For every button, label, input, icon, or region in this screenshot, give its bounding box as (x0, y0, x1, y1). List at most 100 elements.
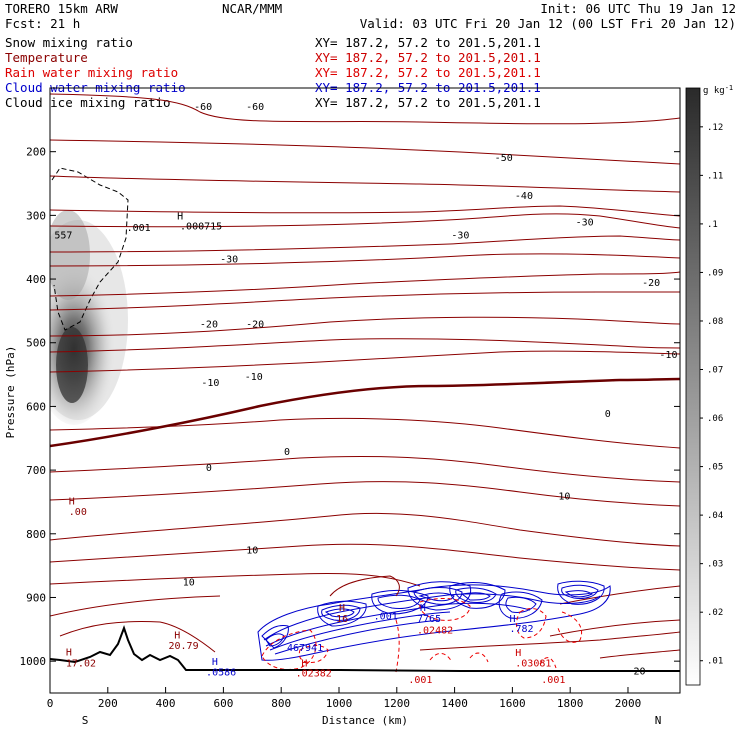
y-axis-label: Pressure (hPa) (4, 346, 17, 439)
colorbar-tick-label: .03 (707, 560, 723, 570)
snow-shading-core (56, 327, 88, 403)
field-extremum-label: H (69, 497, 75, 508)
x-tick-label: 1800 (557, 697, 584, 710)
legend: Snow mixing ratio XY= 187.2, 57.2 to 201… (5, 35, 541, 110)
x-tick-label: 1000 (326, 697, 353, 710)
red-contour-lobe (329, 575, 400, 597)
field-extremum-label: H (420, 603, 426, 614)
field-extremum-label: H (301, 658, 307, 669)
temperature-contour-label: -10 (201, 378, 219, 389)
temperature-contour-label: 0 (605, 409, 611, 420)
temperature-contour-label: -10 (659, 350, 677, 361)
field-extremum-label: 467941 (287, 643, 323, 654)
colorbar-tick-label: .06 (707, 414, 723, 424)
colorbar-tick-label: .08 (707, 317, 723, 327)
colorbar-tick-label: .11 (707, 171, 723, 181)
y-tick-label: 200 (26, 146, 46, 159)
init-time: Init: 06 UTC Thu 19 Jan 12 (540, 1, 736, 16)
colorbar-tick-label: .07 (707, 366, 723, 376)
temperature-contour-label: -10 (245, 372, 263, 383)
legend-xy-cloud-ice: XY= 187.2, 57.2 to 201.5,201.1 (315, 95, 541, 110)
colorbar-unit: g kg-1 (703, 84, 733, 96)
y-tick-label: 400 (26, 273, 46, 286)
y-tick-label: 900 (26, 591, 46, 604)
field-extremum-label: H (212, 657, 218, 668)
temperature-contour-label: -30 (576, 218, 594, 229)
field-extremum-label: .000715 (180, 222, 222, 233)
field-extremum-label: H (177, 211, 183, 222)
valid-time: Valid: 03 UTC Fri 20 Jan 12 (00 LST Fri … (360, 16, 736, 31)
y-tick-label: 300 (26, 209, 46, 222)
x-tick-label: 600 (213, 697, 233, 710)
colorbar-ticks: .12 .11 .1 .09 .08 .07 .06 .05 .04 .03 .02 .01 (700, 123, 723, 667)
field-extremum-label: 16 (336, 614, 348, 625)
legend-name-snow: Snow mixing ratio (5, 35, 133, 50)
x-tick-label: 2000 (615, 697, 642, 710)
center-title: NCAR/MMM (222, 1, 282, 16)
legend-xy-temperature: XY= 187.2, 57.2 to 201.5,201.1 (315, 50, 541, 65)
field-extremum-label: 20.79 (168, 641, 198, 652)
x-tick-label: 800 (271, 697, 291, 710)
left-end-label: S (82, 714, 89, 727)
legend-xy-snow: XY= 187.2, 57.2 to 201.5,201.1 (315, 35, 541, 50)
field-extremum-label: H (509, 614, 515, 625)
colorbar-gradient (685, 87, 701, 686)
colorbar-tick-label: .02 (707, 608, 723, 618)
x-tick-label: 1200 (384, 697, 411, 710)
field-extremum-label: .001 (541, 675, 565, 686)
model-title: TORERO 15km ARW (5, 1, 118, 16)
field-extremum-label: .02382 (296, 669, 332, 680)
field-extremum-label: .001 (374, 611, 398, 622)
field-extremum-label: .00 (69, 507, 87, 518)
y-tick-label: 600 (26, 400, 46, 413)
temperature-contour-label: 10 (558, 492, 570, 503)
temperature-contour-label: 10 (183, 578, 195, 589)
temperature-contour-label: -60 (246, 102, 264, 113)
temperature-contour-label: -30 (220, 255, 238, 266)
forecast-hour: Fcst: 21 h (5, 16, 80, 31)
right-end-label: N (655, 714, 662, 727)
temperature-contour-label: 0 (284, 447, 290, 458)
plot-frame (49, 87, 681, 694)
colorbar-tick-label: .09 (707, 268, 723, 278)
x-tick-label: 0 (47, 697, 54, 710)
field-extremum-label: .782 (509, 624, 533, 635)
temperature-contour-label: 10 (246, 546, 258, 557)
legend-xy-rain: XY= 187.2, 57.2 to 201.5,201.1 (315, 65, 541, 80)
colorbar-tick-label: .1 (707, 220, 718, 230)
temperature-contour-label: -20 (246, 320, 264, 331)
temperature-contour-label: -50 (495, 153, 513, 164)
freezing-level-isotherm (50, 377, 680, 448)
x-axis-label: Distance (km) (322, 714, 408, 727)
y-tick-label: 700 (26, 464, 46, 477)
temperature-contour-label: -30 (451, 230, 469, 241)
field-extremum-label: .02482 (417, 625, 453, 636)
y-tick-label: 500 (26, 337, 46, 350)
field-extremum-label: .03081 (515, 658, 551, 669)
field-extremum-label: .001 (127, 223, 151, 234)
cloud-water-contours (257, 580, 611, 661)
legend-name-temperature: Temperature (5, 50, 88, 65)
axes: 0 200 400 600 800 1000 1200 1400 1600 1800 2000200… (20, 146, 680, 710)
contour-labels: -60 -60 -50 -40 -30 -30 -30 -20 -20 -20 -10 -10 -10 0… (54, 102, 677, 686)
temperature-contour-label: 20 (634, 667, 646, 678)
field-extremum-label: H (66, 648, 72, 659)
rain-water-contours (261, 598, 582, 673)
field-extremum-label: H (339, 603, 345, 614)
legend-name-rain: Rain water mixing ratio (5, 65, 178, 80)
colorbar-tick-label: .12 (707, 123, 723, 133)
colorbar: g kg-1 .12 .11 .1 .09 .08 .07 .06 .05 .04 .03 .02.… (685, 84, 733, 686)
temperature-contour-label: 0 (206, 463, 212, 474)
field-extremum-label: .001 (408, 675, 432, 686)
temperature-contour-label: -60 (194, 102, 212, 113)
field-extremum-label: 7765 (417, 614, 441, 625)
x-tick-label: 200 (98, 697, 118, 710)
legend-name-cloud-ice: Cloud ice mixing ratio (5, 95, 171, 110)
x-tick-label: 1600 (499, 697, 526, 710)
y-tick-label: 1000 (20, 655, 47, 668)
temperature-isotherms (50, 93, 680, 659)
temperature-contour-label: -20 (200, 320, 218, 331)
x-tick-label: 400 (156, 697, 176, 710)
field-extremum-label: H (174, 630, 180, 641)
